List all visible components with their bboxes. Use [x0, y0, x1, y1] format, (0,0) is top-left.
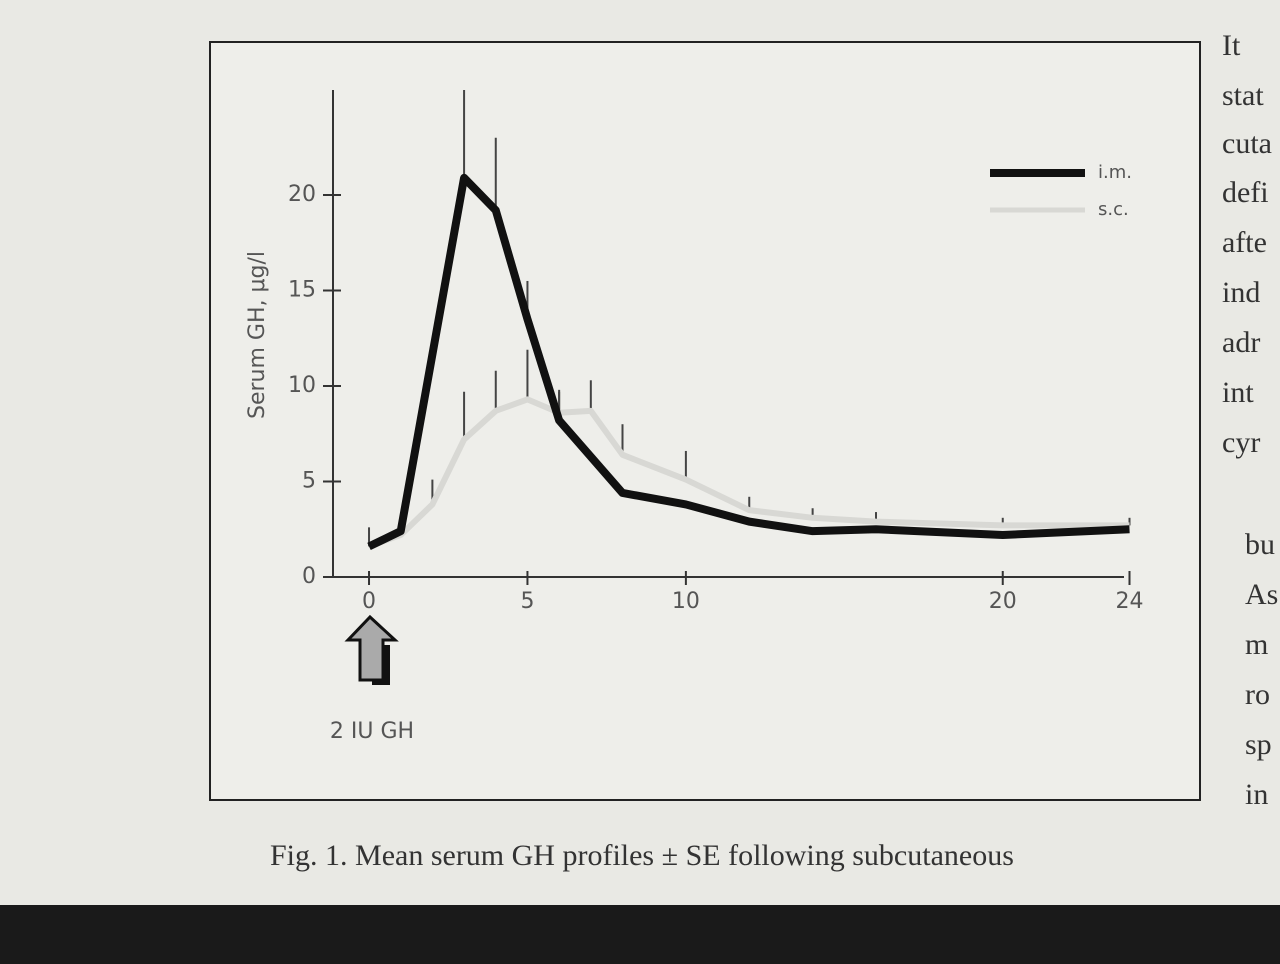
- side-text-line: stat: [1222, 79, 1264, 112]
- side-text: It stat cuta defi afte ind adr int cyr bu As m ro sp i…: [1222, 29, 1278, 811]
- side-text-line: cuta: [1222, 127, 1272, 160]
- x-tick-label: 0: [362, 589, 376, 614]
- y-tick-label: 0: [302, 564, 316, 589]
- chart: 0 5 10 15 20 0 5 10 20 24 s.c. i.m.: [288, 90, 1143, 614]
- y-tick-label: 10: [288, 373, 316, 398]
- side-text-line: As: [1245, 578, 1278, 611]
- side-text-line: afte: [1222, 226, 1267, 259]
- x-tick-label: 5: [520, 589, 534, 614]
- y-axis-label: Serum GH, μg/l: [245, 251, 270, 419]
- side-text-line: cyr: [1222, 426, 1260, 459]
- legend-label: s.c.: [1098, 199, 1129, 220]
- legend-label: i.m.: [1098, 162, 1132, 183]
- side-text-line: It: [1222, 29, 1241, 62]
- side-text-line: int: [1222, 376, 1254, 409]
- side-text-line: defi: [1222, 176, 1269, 209]
- y-tick-label: 5: [302, 469, 316, 494]
- side-text-line: ro: [1245, 678, 1270, 711]
- caption: Fig. 1. Mean serum GH profiles ± SE foll…: [270, 839, 1014, 872]
- side-text-line: ind: [1222, 276, 1260, 309]
- figure-frame: [209, 41, 1201, 801]
- side-text-line: adr: [1222, 326, 1260, 359]
- arrow: [344, 614, 399, 682]
- x-tick-label: 20: [989, 589, 1017, 614]
- arrow-shadow: [372, 645, 390, 685]
- series-line: [367, 396, 1130, 550]
- side-text-line: in: [1245, 778, 1268, 811]
- annotation: 2 IU GH: [330, 719, 414, 744]
- y-tick-label: 20: [288, 182, 316, 207]
- side-text-line: sp: [1245, 728, 1272, 761]
- x-tick-label: 10: [672, 589, 700, 614]
- y-tick-label: 15: [288, 278, 316, 303]
- x-tick-label: 24: [1115, 589, 1143, 614]
- series-line: [367, 173, 1130, 551]
- side-text-line: m: [1245, 628, 1268, 661]
- side-text-line: bu: [1245, 528, 1275, 561]
